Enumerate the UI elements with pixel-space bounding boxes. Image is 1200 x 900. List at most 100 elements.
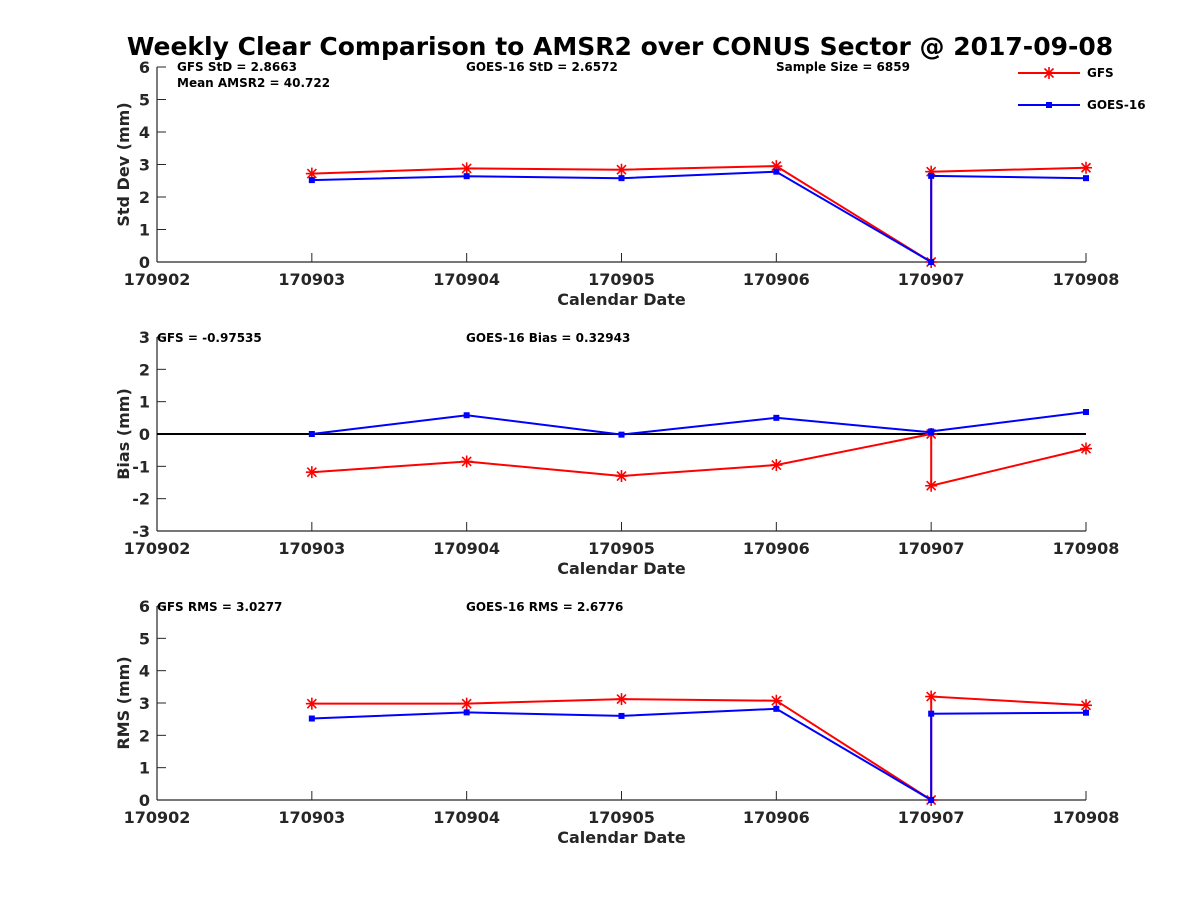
y-tick-label: 3 <box>139 328 150 347</box>
stats-annotation: GOES-16 StD = 2.6572 <box>466 60 618 74</box>
data-point-gfs <box>925 690 938 703</box>
data-point-gfs <box>460 162 473 175</box>
series-line-goes16 <box>311 707 1087 802</box>
x-tick-label: 170903 <box>278 539 345 558</box>
data-point-gfs <box>1080 699 1092 712</box>
data-point-gfs <box>1080 161 1092 174</box>
axes-panel-3: 0 1 2 3 4 5 6 170902 170903 170904 170905 170906 170… <box>114 597 1119 847</box>
y-tick-label: 3 <box>139 156 150 175</box>
x-tick-label: 170904 <box>433 270 500 289</box>
y-tick-label: 5 <box>139 91 150 110</box>
x-tick-label: 170905 <box>588 539 655 558</box>
axes-panel-2: -3 -2 -1 0 1 2 3 170902 170903 170904 170905 170906… <box>114 328 1119 578</box>
data-point-goes16 <box>618 175 625 182</box>
data-point-gfs <box>305 466 318 479</box>
x-tick-label: 170905 <box>588 808 655 827</box>
data-point-goes16 <box>463 412 470 419</box>
data-point-goes16 <box>928 172 935 179</box>
data-point-gfs <box>460 455 473 468</box>
y-tick-label: 1 <box>139 393 150 412</box>
x-axis-label: Calendar Date <box>557 290 686 309</box>
figure-title: Weekly Clear Comparison to AMSR2 over CO… <box>127 32 1113 61</box>
y-tick-label: 6 <box>139 597 150 616</box>
series-line-goes16 <box>311 170 1087 264</box>
x-tick-label: 170902 <box>124 808 191 827</box>
x-tick-label: 170908 <box>1053 808 1120 827</box>
stats-annotation: GOES-16 Bias = 0.32943 <box>466 331 630 345</box>
axes-panel-1: 0 1 2 3 4 5 6 170902 170903 170904 170905 170906 170… <box>114 58 1146 309</box>
data-point-goes16 <box>1083 175 1089 182</box>
data-point-goes16 <box>773 168 780 175</box>
x-axis-label: Calendar Date <box>557 559 686 578</box>
y-axis-label: Bias (mm) <box>114 388 133 480</box>
data-point-gfs <box>615 163 628 176</box>
y-axis-label: Std Dev (mm) <box>114 102 133 226</box>
y-tick-label: -3 <box>132 522 150 541</box>
data-point-gfs <box>615 693 628 706</box>
series-line-gfs <box>311 432 1087 487</box>
stats-annotation: Sample Size = 6859 <box>776 60 910 74</box>
x-tick-label: 170904 <box>433 539 500 558</box>
x-tick-label: 170903 <box>278 270 345 289</box>
data-point-gfs <box>460 697 473 710</box>
data-point-gfs <box>1080 442 1092 455</box>
data-point-goes16 <box>928 710 935 717</box>
legend-label: GFS <box>1087 66 1114 80</box>
y-tick-label: 5 <box>139 629 150 648</box>
data-point-goes16 <box>928 259 935 265</box>
x-axis-label: Calendar Date <box>557 828 686 847</box>
y-tick-label: 4 <box>139 662 150 681</box>
stats-annotation: Mean AMSR2 = 40.722 <box>177 76 330 90</box>
data-point-goes16 <box>1083 709 1089 716</box>
y-tick-label: 2 <box>139 360 150 379</box>
x-tick-label: 170908 <box>1053 270 1120 289</box>
x-tick-label: 170905 <box>588 270 655 289</box>
y-tick-label: 1 <box>139 221 150 240</box>
y-tick-label: 1 <box>139 759 150 778</box>
data-point-gfs <box>615 470 628 483</box>
legend-label: GOES-16 <box>1087 98 1146 112</box>
y-tick-label: 2 <box>139 188 150 207</box>
data-point-goes16 <box>928 797 935 803</box>
stats-annotation: GFS StD = 2.8663 <box>177 60 297 74</box>
data-point-goes16 <box>618 712 625 719</box>
series-line-goes16 <box>311 411 1087 436</box>
data-point-goes16 <box>773 414 780 421</box>
x-tick-label: 170906 <box>743 808 810 827</box>
x-tick-label: 170906 <box>743 270 810 289</box>
y-axis-label: RMS (mm) <box>114 656 133 749</box>
y-tick-label: 4 <box>139 123 150 142</box>
x-tick-label: 170907 <box>898 808 965 827</box>
x-tick-label: 170902 <box>124 539 191 558</box>
data-point-goes16 <box>1083 409 1089 416</box>
data-point-goes16 <box>308 715 315 722</box>
legend-marker-gfs <box>1043 67 1055 79</box>
x-tick-label: 170908 <box>1053 539 1120 558</box>
y-tick-label: -1 <box>132 457 150 476</box>
x-tick-label: 170904 <box>433 808 500 827</box>
y-tick-label: 0 <box>139 253 150 272</box>
data-point-goes16 <box>618 431 625 438</box>
y-tick-label: -2 <box>132 490 150 509</box>
data-point-gfs <box>770 694 783 707</box>
data-point-goes16 <box>928 428 935 435</box>
x-tick-label: 170907 <box>898 270 965 289</box>
stats-annotation: GFS RMS = 3.0277 <box>157 600 282 614</box>
stats-annotation: GFS = -0.97535 <box>157 331 262 345</box>
data-point-goes16 <box>308 431 315 437</box>
y-tick-label: 0 <box>139 425 150 444</box>
x-tick-label: 170903 <box>278 808 345 827</box>
stats-annotation: GOES-16 RMS = 2.6776 <box>466 600 623 614</box>
series-line-gfs <box>311 165 1087 264</box>
y-tick-label: 2 <box>139 726 150 745</box>
x-tick-label: 170906 <box>743 539 810 558</box>
data-point-goes16 <box>463 709 470 716</box>
data-point-gfs <box>770 459 783 472</box>
data-point-goes16 <box>308 177 315 184</box>
data-point-gfs <box>925 479 938 492</box>
plots-layer: 0 1 2 3 4 5 6 170902 170903 170904 170905 170906 170… <box>114 58 1146 847</box>
y-tick-label: 6 <box>139 58 150 77</box>
x-tick-label: 170907 <box>898 539 965 558</box>
y-tick-label: 0 <box>139 791 150 810</box>
